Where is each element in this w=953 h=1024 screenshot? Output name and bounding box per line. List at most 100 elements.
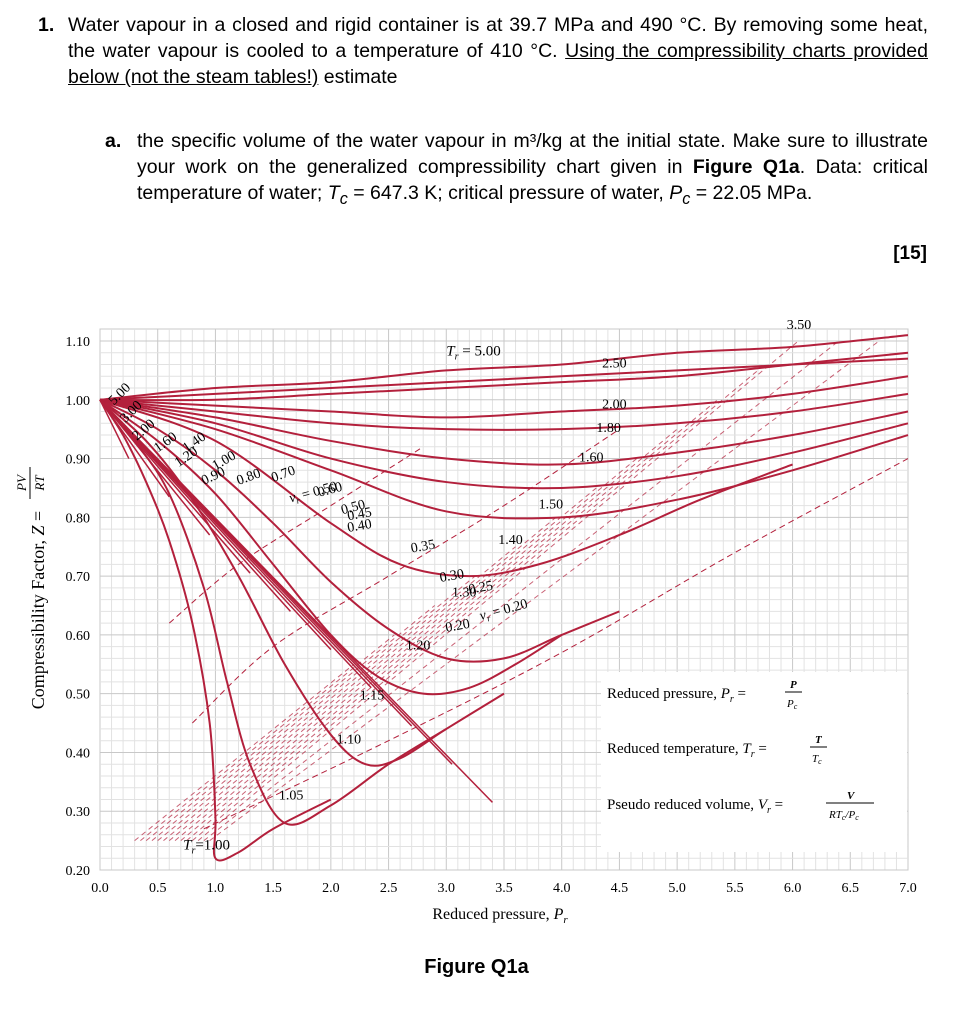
y-tick-label: 1.00 [66, 394, 91, 409]
curve-label: 1.60 [579, 450, 604, 465]
question-text: Water vapour in a closed and rigid conta… [68, 12, 928, 90]
y-tick-label: 1.10 [66, 335, 91, 350]
curve-label: 2.00 [602, 398, 627, 413]
volume-curve [203, 458, 909, 830]
legend-3-den-main: RT [828, 809, 843, 821]
y-tick-label: 0.80 [66, 511, 91, 526]
x-axis-label-main: Reduced pressure, [432, 906, 553, 923]
volume-dashed-line [197, 340, 799, 841]
curve-label: 0.20 [444, 617, 471, 636]
isotherm-curve [99, 357, 909, 401]
y-tick-label: 0.70 [66, 570, 91, 585]
y-axis-fraction-num: PV [14, 473, 29, 492]
legend-reduced-temperature: Reduced temperature, Tr = [607, 741, 767, 760]
volume-dashed-line [145, 605, 436, 841]
curve-label: 0.45 [346, 505, 373, 524]
y-tick-label: 0.30 [66, 805, 91, 820]
legend-1-num: P [790, 679, 797, 691]
volume-dashed-line [163, 516, 557, 841]
x-tick-label: 5.5 [726, 881, 744, 896]
subq-text-1: the specific volume of the water vapour … [137, 130, 928, 178]
legend-pseudo-reduced-volume: Pseudo reduced volume, Vr = [607, 797, 783, 816]
legend-3-den-tail: /P [844, 809, 855, 821]
marks-label: [15] [893, 243, 927, 264]
subq-pc-value: = 22.05 MPa. [690, 182, 813, 204]
fan-curve [99, 399, 130, 459]
legend-1-den: Pc [786, 698, 798, 711]
figure-caption: Figure Q1a [424, 956, 529, 978]
tr-5-sym: T [446, 344, 456, 360]
y-axis-label: Compressibility Factor, Z = [28, 511, 48, 709]
x-tick-label: 2.5 [380, 881, 398, 896]
tr-5-label: Tr = 5.00 [446, 344, 500, 363]
volume-dashed-line [186, 399, 718, 841]
isotherm-curve [99, 375, 909, 419]
curve-label: 2.50 [602, 356, 627, 371]
legend-2-den-sub: c [818, 757, 822, 766]
x-axis-label: Reduced pressure, Pr [432, 906, 568, 926]
curve-label: 1.20 [406, 639, 431, 654]
x-tick-label: 0.5 [149, 881, 167, 896]
tr-1-sub: r [191, 845, 195, 856]
subquestion-a: a. the specific volume of the water vapo… [105, 128, 928, 212]
question-text-part: Water vapour in a closed and rigid conta… [68, 14, 928, 62]
legend-2-sub: r [751, 749, 755, 760]
isotherm-curve [99, 398, 909, 466]
legend-2-den: Tc [812, 753, 822, 766]
volume-curve [168, 446, 424, 624]
legend-1-sym: P [720, 686, 730, 702]
vr-020-sub: r [486, 613, 492, 624]
isotherm-curve [99, 398, 793, 578]
legend-2-den-main: T [812, 753, 819, 765]
x-tick-label: 7.0 [899, 881, 917, 896]
question-underlined-text: Using the compressibility charts provide… [68, 40, 928, 88]
isotherm-curve [99, 399, 505, 767]
curve-label: 3.50 [787, 318, 812, 333]
curve-label: 1.30 [452, 586, 477, 601]
x-tick-label: 4.5 [611, 881, 629, 896]
curve-label: 1.05 [279, 788, 304, 803]
y-axis-label-z: Z [28, 524, 48, 535]
fan-curve [99, 399, 170, 498]
legend-3-sub: r [767, 805, 771, 816]
fan-curve [99, 399, 211, 536]
tc-symbol: T [327, 182, 340, 204]
subq-text-2: . Data: critical temperature of water; [137, 156, 928, 204]
volume-dashed-line [209, 340, 880, 842]
curve-label: 0.25 [467, 579, 494, 598]
legend-3-sym: V [758, 797, 769, 813]
isotherm-curve [99, 398, 909, 520]
x-tick-label: 3.0 [438, 881, 456, 896]
y-tick-label: 0.50 [66, 688, 91, 703]
tr-1-eq: =1.00 [195, 837, 230, 853]
x-tick-label: 0.0 [91, 881, 109, 896]
legend: Reduced pressure, Pr = P Pc Reduced temp… [601, 672, 907, 852]
tr-5-sub: r [455, 352, 459, 363]
pc-symbol: P [669, 182, 683, 204]
legend-1-main: Reduced pressure, [607, 686, 721, 702]
isotherm-curve [99, 398, 909, 490]
question-number: 1. [38, 14, 55, 36]
isotherm-curve [99, 392, 909, 431]
tr-1-sym: T [183, 837, 193, 853]
tr-1-label: Tr=1.00 [183, 837, 230, 856]
legend-2-main: Reduced temperature, [607, 741, 742, 757]
isotherm-curve [99, 399, 447, 826]
pc-sub: c [682, 189, 691, 208]
curve-label: 0.50 [340, 497, 368, 518]
isotherm-curve [99, 398, 620, 663]
x-tick-label: 6.5 [842, 881, 860, 896]
isotherm-curve [99, 398, 563, 696]
volume-dashed-line [174, 458, 638, 841]
isotherm-curve [99, 334, 909, 401]
legend-2-sym: T [742, 741, 752, 757]
y-tick-label: 0.40 [66, 746, 91, 761]
compressibility-chart: 5.003.002.001.60 1.401.20 1.000.90 0.80 0.70… [14, 318, 917, 926]
vr-050-sub: r [295, 495, 301, 506]
y-tick-label: 0.90 [66, 453, 91, 468]
volume-dashed-line [192, 370, 759, 841]
legend-1-den-main: P [786, 698, 794, 710]
legend-reduced-pressure: Reduced pressure, Pr = [607, 686, 746, 705]
curve-label: 1.10 [337, 733, 362, 748]
curve-label: 1.15 [360, 689, 385, 704]
